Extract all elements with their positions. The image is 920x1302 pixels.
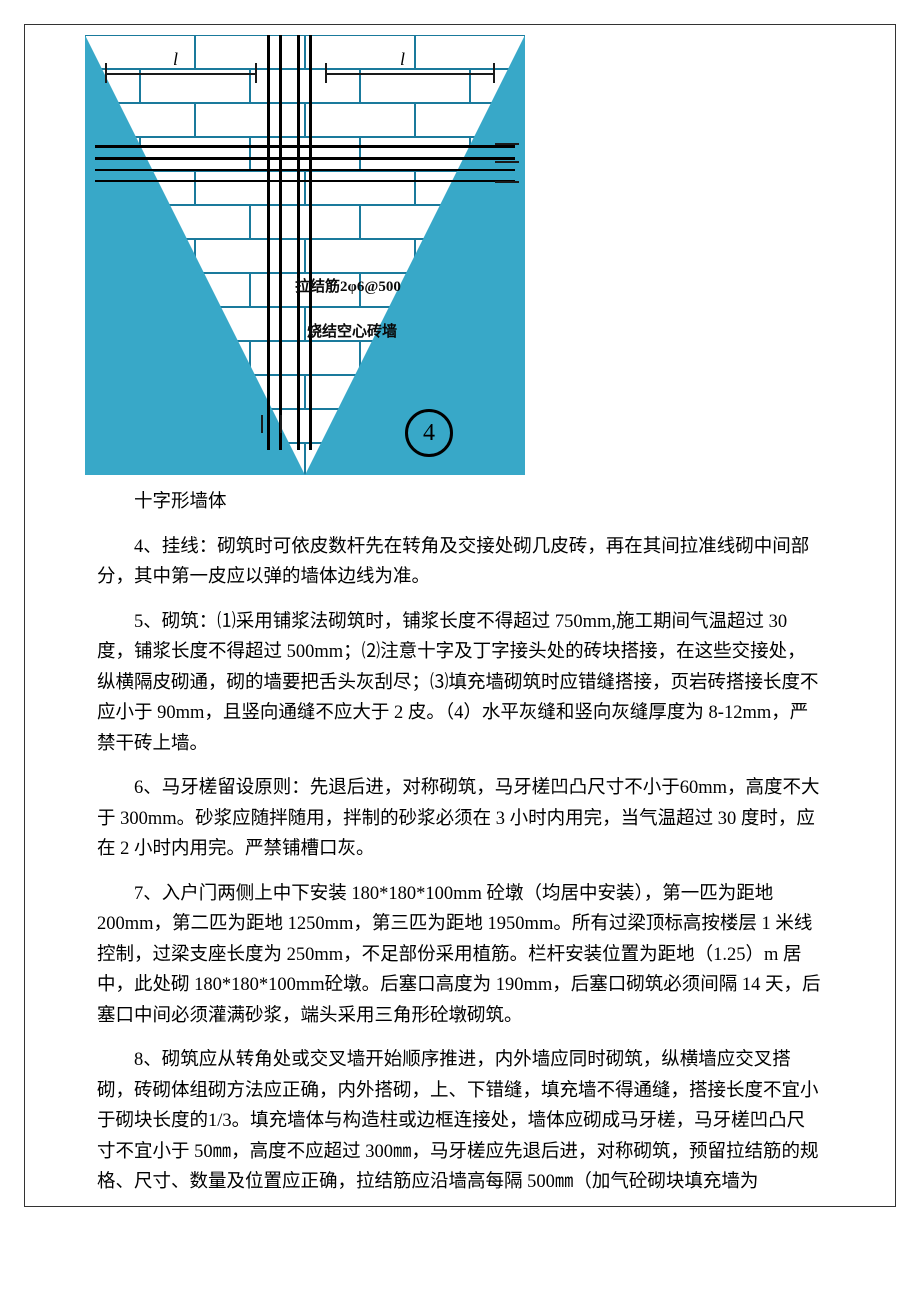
dim-tick [255,63,257,83]
paragraph-8: 8、砌筑应从转角处或交叉墙开始顺序推进，内外墙应同时砌筑，纵横墙应交叉搭砌，砖砌… [97,1045,823,1198]
wall-diagram: l l 拉结筋2φ6@500 烧结空心砖墙 4 [85,35,525,475]
paragraph-4: 4、挂线：砌筑时可依皮数杆先在转角及交接处砌几皮砖，再在其间拉准线砌中间部分，其… [97,532,823,593]
rebar-vertical [279,35,282,450]
paragraph-7: 7、入户门两侧上中下安装 180*180*100mm 砼墩（均居中安装），第一匹… [97,879,823,1032]
dim-tick [325,63,327,83]
dim-tick [495,161,519,163]
paragraph-6: 6、马牙槎留设原则：先退后进，对称砌筑，马牙槎凹凸尺寸不小于60mm，高度不大于… [97,773,823,865]
dim-tick [280,415,282,433]
dim-line [105,73,255,75]
vertical-rebar-group [259,35,315,475]
rebar-horizontal [95,157,515,160]
dim-label-left: l [173,49,178,70]
diagram-number-badge: 4 [405,409,453,457]
document-body: 十字形墙体 4、挂线：砌筑时可依皮数杆先在转角及交接处砌几皮砖，再在其间拉准线砌… [25,475,895,1206]
rebar-vertical [309,35,312,450]
dim-line [325,73,495,75]
diagram-number: 4 [423,420,435,447]
rebar-note: 拉结筋2φ6@500 [295,275,401,296]
dim-tick [493,63,495,83]
dim-tick [495,181,519,183]
dim-tick [495,143,519,145]
wall-type-note: 烧结空心砖墙 [307,320,397,341]
rebar-horizontal [95,145,515,148]
diagram-image: l l 拉结筋2φ6@500 烧结空心砖墙 4 [85,35,525,475]
rebar-horizontal [95,180,515,182]
dim-label-right: l [400,49,405,70]
paragraph-5: 5、砌筑：⑴采用铺浆法砌筑时，铺浆长度不得超过 750mm,施工期间气温超过 3… [97,607,823,760]
dim-tick [105,63,107,83]
dim-tick [261,415,263,433]
rebar-vertical [267,35,270,450]
diagram-caption: 十字形墙体 [97,487,823,518]
page-frame: l l 拉结筋2φ6@500 烧结空心砖墙 4 十字形墙体 4、挂线：砌筑时可依… [24,24,896,1207]
rebar-vertical [297,35,300,450]
rebar-horizontal [95,169,515,171]
